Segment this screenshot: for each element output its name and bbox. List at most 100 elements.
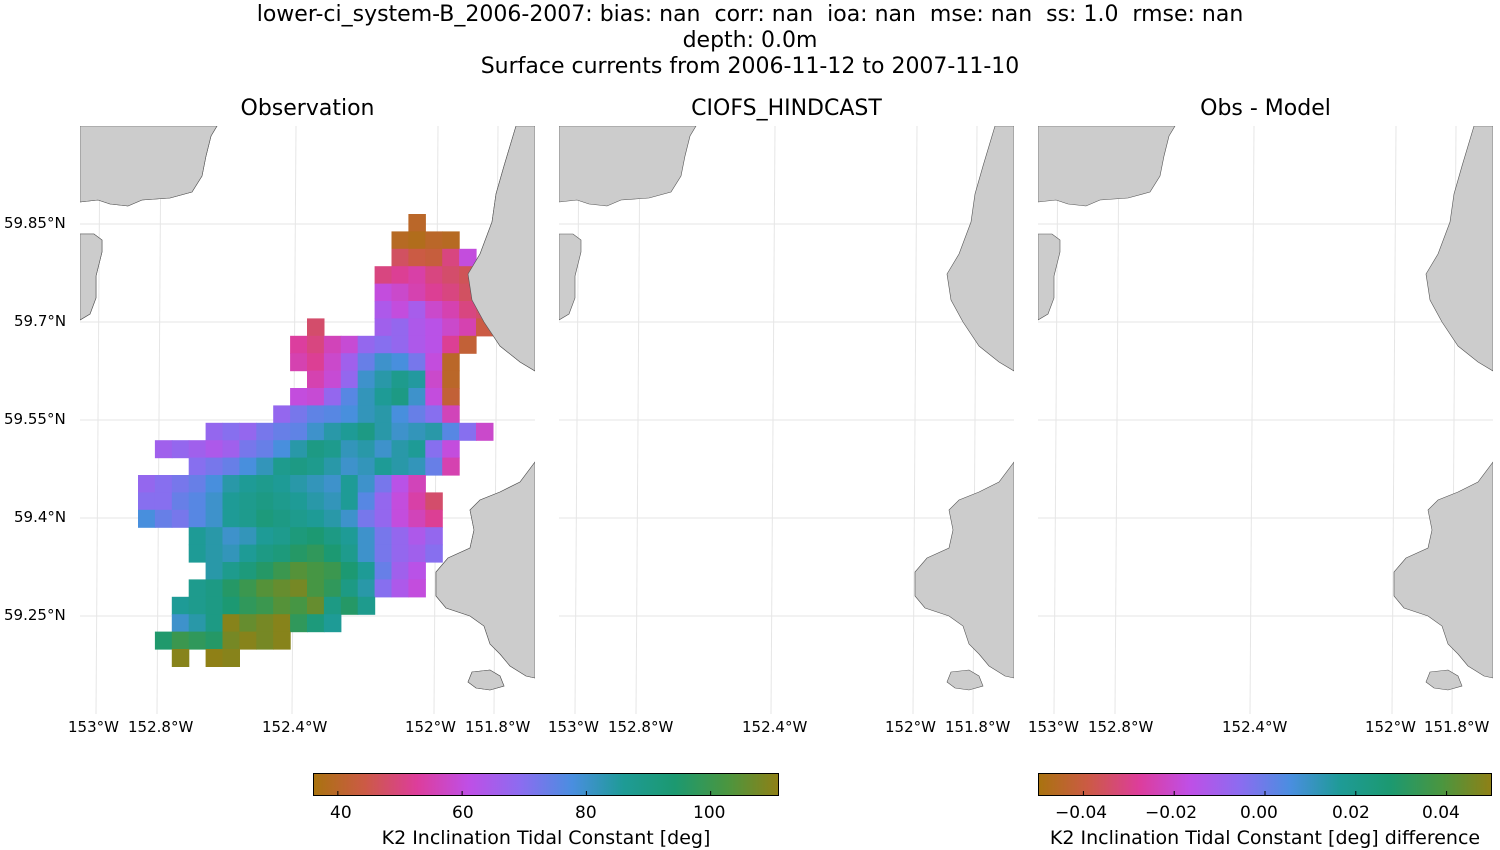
- observation-cell: [425, 301, 443, 319]
- observation-cell: [340, 596, 359, 615]
- map-panel-model[interactable]: [559, 126, 1014, 714]
- observation-cell: [340, 335, 359, 354]
- observation-cell: [391, 544, 409, 563]
- observation-cell: [290, 405, 308, 424]
- observation-cell: [290, 544, 308, 563]
- observation-cell: [340, 388, 359, 406]
- land-northwest: [559, 126, 697, 207]
- observation-cell: [476, 422, 494, 441]
- graticule-lon-line: [95, 126, 101, 714]
- observation-cell: [408, 353, 426, 372]
- map-panel-difference[interactable]: [1038, 126, 1493, 714]
- lon-tick-label: 151.8°W: [465, 718, 531, 736]
- observation-cell: [391, 301, 409, 319]
- observation-cell: [357, 457, 376, 476]
- observation-cell: [171, 649, 190, 667]
- observation-cell: [391, 248, 409, 267]
- observation-cell: [239, 440, 257, 459]
- observation-cell: [374, 544, 393, 563]
- observation-cell: [239, 614, 257, 633]
- observation-cell: [357, 562, 376, 580]
- observation-cell: [408, 544, 426, 563]
- observation-cell: [442, 335, 460, 354]
- lon-tick-label: 152.4°W: [742, 718, 808, 736]
- observation-cell: [374, 579, 393, 598]
- observation-cell: [374, 370, 393, 389]
- colorbar-tick-label: 0.00: [1240, 803, 1278, 823]
- lon-tick-label: 151.8°W: [945, 718, 1011, 736]
- observation-cell: [188, 440, 207, 459]
- observation-cell: [205, 631, 224, 650]
- observation-cell: [222, 631, 240, 650]
- land-northwest: [80, 126, 218, 207]
- observation-cell: [442, 248, 460, 267]
- observation-cell: [442, 422, 460, 441]
- observation-cell: [290, 596, 308, 615]
- observation-cell: [290, 475, 308, 493]
- graticule-lon-line: [635, 126, 641, 714]
- observation-cell: [256, 614, 274, 633]
- observation-cell: [408, 422, 426, 441]
- observation-cell: [239, 475, 257, 493]
- observation-cell: [323, 405, 342, 424]
- observation-cell: [357, 527, 376, 546]
- observation-cell: [307, 614, 325, 633]
- observation-cell: [138, 492, 156, 511]
- observation-cell: [239, 562, 257, 580]
- observation-cell: [425, 370, 443, 389]
- observation-cell: [171, 631, 190, 650]
- observation-cell: [222, 614, 240, 633]
- figure-title-line-3: Surface currents from 2006-11-12 to 2007…: [480, 54, 1020, 79]
- observation-cell: [408, 388, 426, 406]
- observation-cell: [425, 318, 443, 337]
- observation-cell: [307, 562, 325, 580]
- observation-cell: [171, 509, 190, 528]
- observation-cell: [374, 562, 393, 580]
- observation-cell: [273, 596, 291, 615]
- observation-cell: [188, 614, 207, 633]
- observation-cell: [256, 440, 274, 459]
- observation-cell: [323, 422, 342, 441]
- observation-cell: [307, 440, 325, 459]
- observation-cell: [374, 301, 393, 319]
- observation-cell: [340, 492, 359, 511]
- observation-cell: [391, 335, 409, 354]
- observation-cell: [323, 388, 342, 406]
- observation-cell: [188, 544, 207, 563]
- observation-cell: [425, 440, 443, 459]
- figure-title-line-2: depth: 0.0m: [682, 28, 818, 53]
- map-panel-observation[interactable]: [80, 126, 535, 714]
- observation-cell: [357, 440, 376, 459]
- observation-cell: [391, 283, 409, 302]
- observation-cell: [154, 475, 173, 493]
- observation-cell: [391, 475, 409, 493]
- observation-cell: [340, 353, 359, 372]
- observation-cell: [425, 248, 443, 267]
- observation-cell: [442, 318, 460, 337]
- lon-tick-label: 152.8°W: [1088, 718, 1154, 736]
- observation-cell: [391, 440, 409, 459]
- observation-cell: [273, 527, 291, 546]
- panel-title-difference: Obs - Model: [1200, 96, 1331, 121]
- observation-cell: [222, 596, 240, 615]
- observation-cell: [205, 579, 224, 598]
- observation-cell: [442, 388, 460, 406]
- observation-cell: [391, 422, 409, 441]
- observation-cell: [290, 457, 308, 476]
- observation-cell: [323, 475, 342, 493]
- observation-cell: [323, 457, 342, 476]
- observation-cell: [459, 248, 477, 267]
- observation-cell: [290, 353, 308, 372]
- land-southeast: [914, 461, 1014, 679]
- observation-cell: [256, 579, 274, 598]
- observation-cell: [323, 353, 342, 372]
- observation-cell: [442, 283, 460, 302]
- lon-tick-label: 151.8°W: [1424, 718, 1490, 736]
- observation-cell: [425, 492, 443, 511]
- observation-cell: [290, 614, 308, 633]
- observation-cell: [273, 475, 291, 493]
- observation-cell: [425, 509, 443, 528]
- observation-cell: [222, 492, 240, 511]
- observation-cell: [256, 562, 274, 580]
- observation-cell: [290, 440, 308, 459]
